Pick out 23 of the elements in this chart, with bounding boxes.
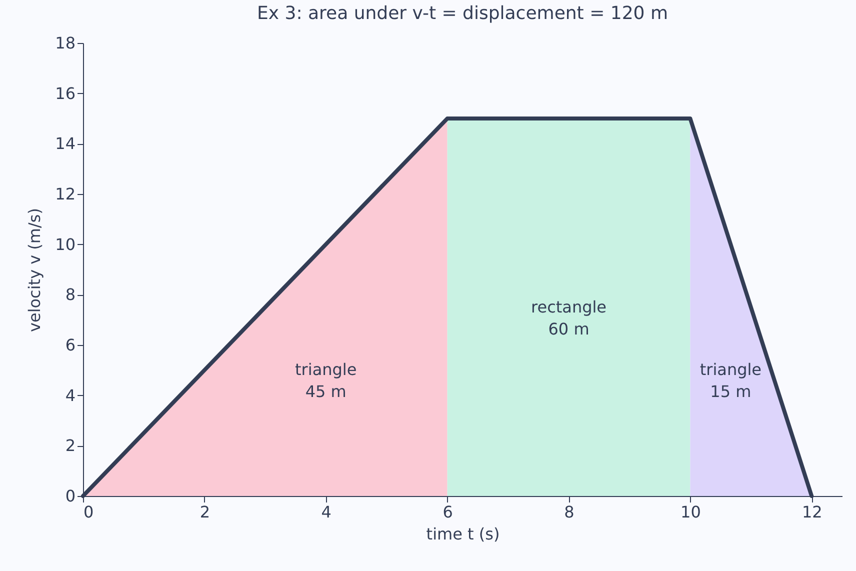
- y-tick-label: 2: [65, 436, 76, 456]
- x-axis-title: time t (s): [426, 524, 500, 544]
- y-tick-label: 10: [55, 234, 76, 254]
- y-tick-label: 4: [65, 386, 76, 405]
- x-tick-label: 8: [564, 502, 574, 522]
- annotation: triangle 15 m: [700, 360, 762, 402]
- x-tick-label: 0: [84, 502, 94, 522]
- x-tick-label: 12: [802, 502, 822, 522]
- x-tick-label: 6: [442, 502, 453, 522]
- y-tick-label: 0: [65, 486, 76, 506]
- y-axis-title: velocity v (m/s): [25, 208, 44, 332]
- y-tick-label: 6: [65, 336, 76, 354]
- x-tick-label: 2: [200, 502, 210, 522]
- annotation: rectangle 60 m: [530, 297, 607, 338]
- chart-title: Ex 3: area under v-t = displacement = 120 m: [257, 3, 668, 24]
- y-tick-label: 12: [55, 184, 76, 204]
- y-tick-label: 18: [55, 34, 76, 52]
- y-tick-label: 8: [65, 285, 76, 304]
- y-tick-label: 16: [55, 84, 76, 103]
- x-tick-label: 4: [321, 502, 332, 522]
- y-tick-label: 14: [55, 134, 76, 154]
- annotation: triangle 45 m: [295, 360, 357, 402]
- x-tick-label: 10: [680, 502, 701, 522]
